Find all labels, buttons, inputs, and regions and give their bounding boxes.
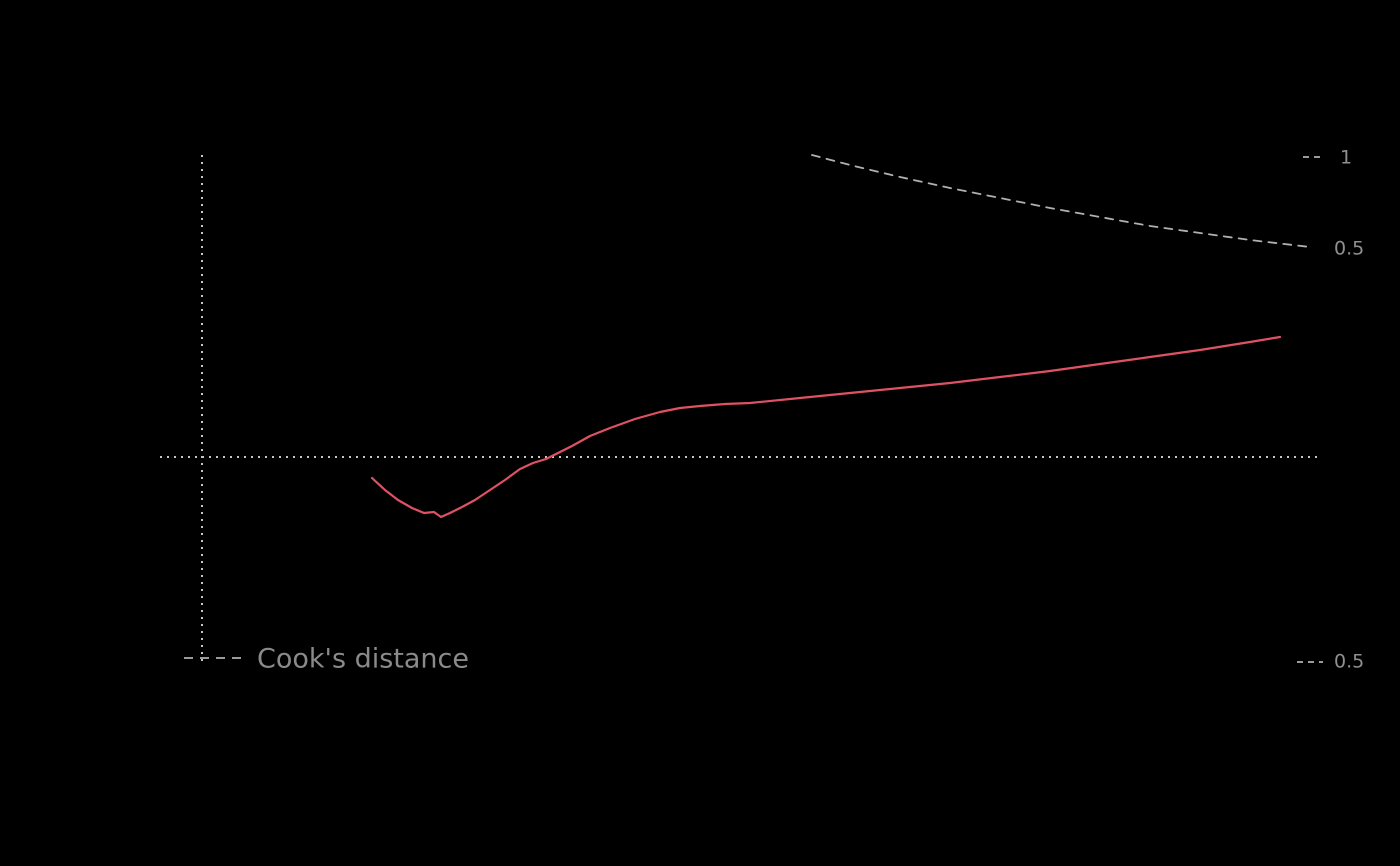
- contour-label: 0.5: [1334, 238, 1364, 260]
- contour-label: 0.5: [1334, 651, 1364, 673]
- reference-lines: [160, 155, 1320, 662]
- legend: Cook's distance: [184, 644, 469, 675]
- legend-label: Cook's distance: [257, 644, 469, 675]
- contour-labels: 1 0.5 0.5: [1297, 147, 1364, 673]
- series-lines: [370, 154, 1311, 519]
- cooks-distance-contour-upper: [811, 154, 1311, 248]
- contour-label: 1: [1340, 147, 1352, 169]
- smooth-line: [370, 335, 1282, 519]
